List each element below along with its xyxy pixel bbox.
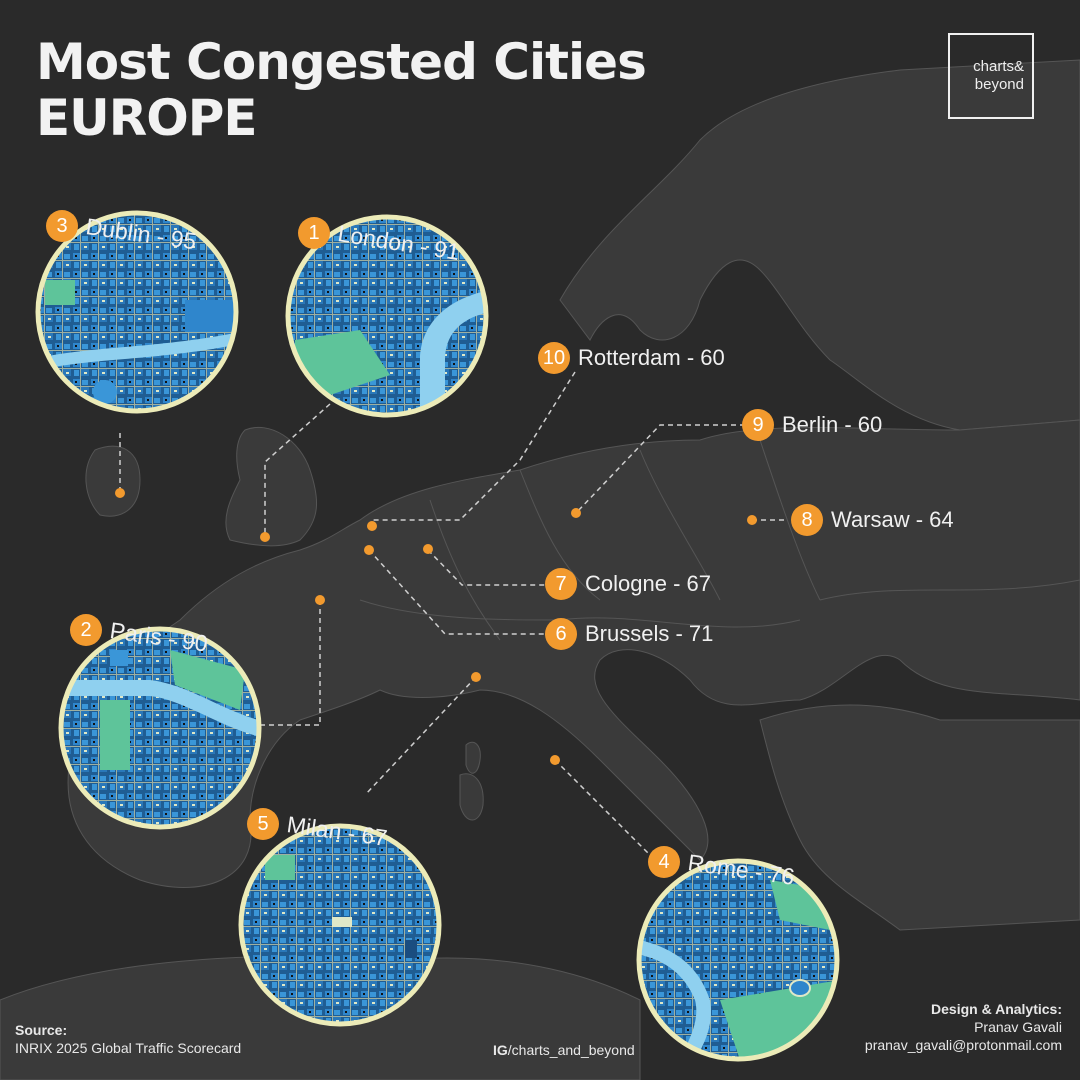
rank-badge: 6 <box>545 618 577 650</box>
city-label-berlin: 9 Berlin - 60 <box>742 409 882 441</box>
rank-badge: 10 <box>538 342 570 374</box>
ig-handle: /charts_and_beyond <box>507 1042 635 1058</box>
title-line-2: EUROPE <box>36 89 258 147</box>
rank-badge: 7 <box>545 568 577 600</box>
london-map-circle <box>285 214 489 418</box>
city-name-score: Rotterdam - 60 <box>578 345 725 370</box>
rank-badge: 8 <box>791 504 823 536</box>
credit-heading: Design & Analytics: <box>931 1001 1062 1017</box>
city-label-paris: 2 Paris - 90 <box>70 614 209 656</box>
dublin-map-circle <box>35 210 239 414</box>
credit-block: Design & Analytics: Pranav Gavali pranav… <box>865 1000 1062 1054</box>
city-label-rome: 4 Rome - 76 <box>648 846 796 889</box>
milan-map-circle <box>238 823 442 1027</box>
city-label-brussels: 6 Brussels - 71 <box>545 618 713 650</box>
rank-badge: 3 <box>46 210 78 242</box>
page-title: Most Congested Cities EUROPE <box>36 33 647 147</box>
paris-map-circle <box>58 626 262 830</box>
rank-badge: 4 <box>648 846 680 878</box>
credit-name: Pranav Gavali <box>974 1019 1062 1035</box>
title-line-1: Most Congested Cities <box>36 33 647 91</box>
rank-badge: 2 <box>70 614 102 646</box>
rank-badge: 5 <box>247 808 279 840</box>
city-label-london: 1 London - 91 <box>298 217 461 265</box>
city-label-rotterdam: 10 Rotterdam - 60 <box>538 342 725 374</box>
instagram-handle: IG/charts_and_beyond <box>493 1041 635 1059</box>
credit-email: pranav_gavali@protonmail.com <box>864 1037 1062 1053</box>
city-label-dublin: 3 Dublin - 95 <box>46 210 198 254</box>
city-label-warsaw: 8 Warsaw - 64 <box>791 504 954 536</box>
source-text: INRIX 2025 Global Traffic Scorecard <box>15 1040 242 1056</box>
source-heading: Source: <box>15 1022 68 1038</box>
city-name-score: Cologne - 67 <box>585 571 711 596</box>
logo-line-2: beyond <box>974 76 1024 93</box>
logo-line-1: charts& <box>973 58 1024 75</box>
city-name-score: Berlin - 60 <box>782 412 883 437</box>
city-name-score: Warsaw - 64 <box>831 507 954 532</box>
city-name-score: Brussels - 71 <box>585 621 714 646</box>
rank-badge: 1 <box>298 217 330 249</box>
source-block: Source: INRIX 2025 Global Traffic Scorec… <box>15 1021 241 1057</box>
city-label-cologne: 7 Cologne - 67 <box>545 568 711 600</box>
ig-prefix: IG <box>493 1042 508 1058</box>
rank-badge: 9 <box>742 409 774 441</box>
rome-map-circle <box>636 858 840 1062</box>
city-label-milan: 5 Milan - 67 <box>247 808 389 850</box>
charts-and-beyond-logo: charts& beyond <box>948 33 1034 119</box>
